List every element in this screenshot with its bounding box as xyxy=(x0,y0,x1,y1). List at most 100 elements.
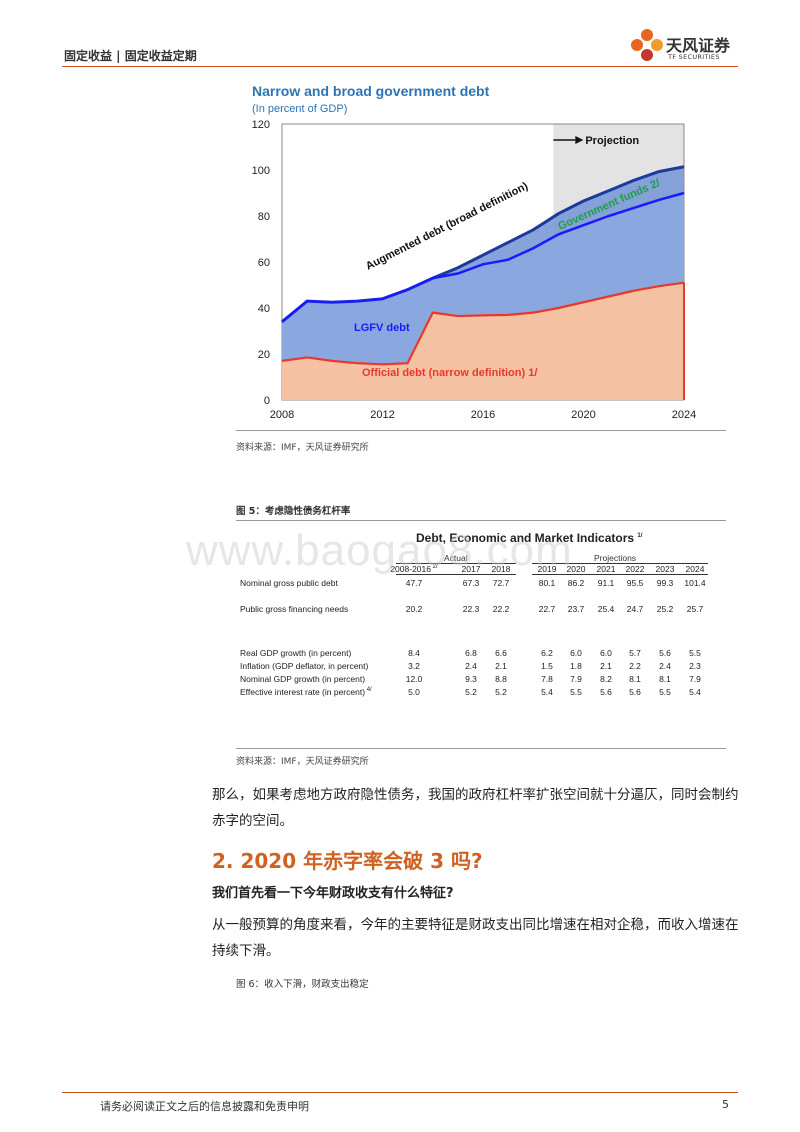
table-cell: 47.7 xyxy=(405,578,423,588)
figure6-title: 图 6：收入下滑，财政支出稳定 xyxy=(236,979,369,990)
table-cell: 5.6 xyxy=(600,687,612,697)
year-header: 2024 xyxy=(685,564,705,574)
logo-petals-icon xyxy=(631,29,663,61)
page-number: 5 xyxy=(722,1098,729,1111)
paragraph-2: 从一般预算的角度来看，今年的主要特征是财政支出同比增速在相对企稳，而收入增速在持… xyxy=(212,917,739,959)
table-cell: 5.7 xyxy=(629,648,641,658)
table-row-label: Nominal gross public debt xyxy=(240,578,338,588)
footer-disclaimer: 请务必阅读正文之后的信息披露和免责申明 xyxy=(100,1100,309,1113)
y-tick-label: 40 xyxy=(258,303,270,315)
y-tick-label: 80 xyxy=(258,211,270,223)
figure-divider xyxy=(236,430,726,431)
logo-cn-text: 天风证券 xyxy=(666,36,731,55)
figure5-source: 资料来源：IMF，天风证券研究所 xyxy=(236,757,369,767)
table-cell: 6.8 xyxy=(465,648,477,658)
table-row-label: Nominal GDP growth (in percent) xyxy=(240,674,366,684)
years-proj-rule xyxy=(532,574,708,575)
table-cell: 25.4 xyxy=(597,604,615,614)
table-cell: 5.4 xyxy=(689,687,701,697)
table-title: Debt, Economic and Market Indicators 1/ xyxy=(416,531,643,545)
year-header: 2021 xyxy=(596,564,616,574)
footer-divider xyxy=(62,1092,738,1093)
table-cell: 8.1 xyxy=(629,674,641,684)
header-section-label: 固定收益 | 固定收益定期 xyxy=(64,49,197,63)
row-note: 4/ xyxy=(365,687,372,694)
x-tick-label: 2016 xyxy=(471,409,495,421)
table-cell: 3.2 xyxy=(408,661,420,671)
paragraph-1: 那么，如果考虑地方政府隐性债务，我国的政府杠杆率扩张空间就十分逼仄，同时会制约赤… xyxy=(212,787,739,829)
table-cell: 5.2 xyxy=(495,687,507,697)
table-cell: 24.7 xyxy=(626,604,644,614)
table-cell: 22.7 xyxy=(538,604,556,614)
table-cell: 5.0 xyxy=(408,687,420,697)
y-tick-label: 0 xyxy=(264,395,270,407)
figure5-bottom-divider xyxy=(236,748,726,749)
table-cell: 6.0 xyxy=(570,648,582,658)
y-tick-label: 60 xyxy=(258,257,270,269)
x-tick-label: 2008 xyxy=(270,409,294,421)
official-debt-label: Official debt (narrow definition) 1/ xyxy=(362,367,537,379)
debt-chart-svg: Narrow and broad government debt (In perc… xyxy=(252,83,697,421)
lgfv-line xyxy=(281,191,685,323)
official-debt-area xyxy=(282,282,684,400)
table-cell: 2.1 xyxy=(600,661,612,671)
year-header: 2008-2016 2/ xyxy=(390,564,438,574)
table-row-label: Effective interest rate (in percent) 4/ xyxy=(240,687,372,697)
table-cell: 12.0 xyxy=(405,674,423,684)
lgfv-area xyxy=(282,193,684,365)
chart-title: Narrow and broad government debt xyxy=(252,83,490,99)
section-heading: 2. 2020 年赤字率会破 3 吗? xyxy=(212,849,483,873)
table-cell: 8.2 xyxy=(600,674,612,684)
group-actual-rule xyxy=(396,563,516,564)
official-debt-line xyxy=(281,281,685,366)
table-cell: 2.3 xyxy=(689,661,701,671)
projection-label: Projection xyxy=(585,135,639,147)
group-projections-label: Projections xyxy=(594,553,637,563)
table-cell: 5.5 xyxy=(659,687,671,697)
table-cell: 7.9 xyxy=(570,674,582,684)
table-cell: 86.2 xyxy=(567,578,585,588)
company-logo: 天风证券 TF SECURITIES xyxy=(628,26,738,66)
table-cell: 5.4 xyxy=(541,687,553,697)
projection-arrowhead xyxy=(575,136,584,144)
table-cell: 5.2 xyxy=(465,687,477,697)
figure5-title: 图 5：考虑隐性债务杠杆率 xyxy=(236,506,351,517)
section-question: 我们首先看一下今年财政收支有什么特征? xyxy=(212,886,454,901)
watermark: www.baogao8.com xyxy=(186,526,573,575)
year-header: 2019 xyxy=(537,564,557,574)
table-cell: 91.1 xyxy=(597,578,615,588)
x-tick-label: 2024 xyxy=(672,409,696,421)
table-cell: 2.2 xyxy=(629,661,641,671)
debt-chart: Narrow and broad government debt (In perc… xyxy=(236,80,706,430)
table-cell: 101.4 xyxy=(684,578,706,588)
header-divider xyxy=(62,66,738,67)
table-cell: 8.1 xyxy=(659,674,671,684)
chart-subtitle: (In percent of GDP) xyxy=(252,103,347,115)
table-cell: 95.5 xyxy=(626,578,644,588)
table-cell: 9.3 xyxy=(465,674,477,684)
table-cell: 72.7 xyxy=(492,578,510,588)
figure4-source: 资料来源：IMF，天风证券研究所 xyxy=(236,443,369,453)
y-tick-label: 20 xyxy=(258,349,270,361)
table-cell: 6.0 xyxy=(600,648,612,658)
year-header: 2022 xyxy=(625,564,645,574)
lgfv-label: LGFV debt xyxy=(354,322,410,334)
group-actual-label: Actual xyxy=(444,553,468,563)
table-cell: 7.9 xyxy=(689,674,701,684)
table-cell: 25.7 xyxy=(686,604,704,614)
figure5-divider xyxy=(236,520,726,521)
indicators-table: Debt, Economic and Market Indicators 1/ … xyxy=(236,524,726,724)
table-cell: 6.2 xyxy=(541,648,553,658)
table-cell: 23.7 xyxy=(567,604,585,614)
year-header: 2018 xyxy=(491,564,511,574)
year-header: 2017 xyxy=(461,564,481,574)
table-cell: 5.5 xyxy=(570,687,582,697)
gov-funds-area xyxy=(282,166,684,322)
table-row-label: Inflation (GDP deflator, in percent) xyxy=(240,661,369,671)
table-cell: 2.4 xyxy=(465,661,477,671)
table-cell: 8.8 xyxy=(495,674,507,684)
table-cell: 7.8 xyxy=(541,674,553,684)
table-cell: 20.2 xyxy=(405,604,423,614)
table-cell: 2.1 xyxy=(495,661,507,671)
year-note: 2/ xyxy=(430,564,438,571)
